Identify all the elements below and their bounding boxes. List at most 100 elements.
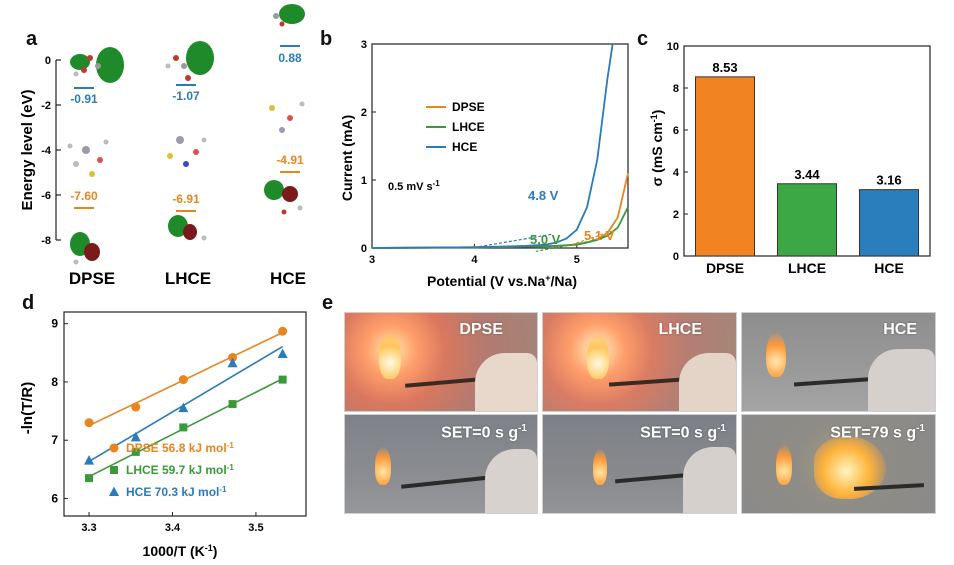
bar-category-lhce: LHCE (788, 260, 826, 276)
point-dpse (278, 326, 288, 336)
molecule-hce-lumo (273, 4, 305, 27)
legend-label-hce: HCE (452, 140, 477, 154)
panel-d-legend: DPSE 56.8 kJ mol-1 LHCE 59.7 kJ mol-1 HCE … (109, 441, 234, 500)
onset-label-dpse: 5.1 V (584, 228, 615, 243)
molecule-lhce-lumo (165, 41, 214, 81)
bar-hce (858, 189, 920, 257)
homo-label-hce: -4.91 (276, 153, 304, 167)
onset-guide-dpse (571, 230, 613, 246)
homo-label-lhce: -6.91 (172, 192, 200, 206)
panel-a-tick-label: 0 (45, 55, 51, 67)
point-hce (277, 348, 288, 358)
panel-b-xtick-label: 3 (369, 254, 375, 266)
molecule-lhce-mid (167, 136, 207, 167)
photo-label-hce-set: SET=79 s g-1 (830, 423, 925, 442)
molecule-dpse-homo (70, 232, 100, 265)
legend-label-dpse: DPSE (452, 100, 485, 114)
photo-label-lhce-set: SET=0 s g-1 (640, 423, 726, 442)
legend-marker-hce (109, 486, 119, 496)
molecule-dpse-lumo (70, 47, 124, 83)
photo-lhce-ignition: LHCE (542, 312, 737, 412)
panel-a-tick-label: -2 (41, 100, 51, 112)
panel-c-ytick-label: 2 (673, 209, 679, 221)
panel-d-ytick-label: 9 (51, 317, 58, 331)
panel-c-ylabel: σ (mS cm-1) (649, 110, 665, 187)
flame-icon (587, 335, 609, 379)
photo-hce-ignition: HCE (741, 312, 936, 412)
bar-category-dpse: DPSE (706, 260, 744, 276)
point-dpse (84, 418, 94, 428)
point-dpse (178, 375, 188, 385)
panel-d-xlabel: 1000/T (K-1) (143, 543, 218, 559)
panel-a-tick-label: -8 (41, 235, 51, 247)
photo-label-dpse-set: SET=0 s g-1 (441, 423, 527, 442)
bar-value-lhce: 3.44 (794, 167, 820, 182)
point-lhce (228, 400, 237, 409)
bar-value-dpse: 8.53 (712, 60, 737, 75)
hand-icon (485, 449, 537, 513)
homo-label-dpse: -7.60 (70, 189, 98, 203)
onset-label-lhce: 5.0 V (530, 232, 561, 247)
panel-b-ytick-label: 1 (361, 175, 367, 187)
lumo-label-hce: 0.88 (278, 51, 302, 65)
point-hce (227, 357, 238, 368)
panel-b-legend: DPSE LHCE HCE (426, 100, 485, 154)
molecule-lhce-homo (168, 215, 207, 241)
panel-d-xtick-label: 3.4 (165, 522, 181, 534)
panel-b-ytick-label: 0 (361, 243, 367, 255)
panel-c-ytick-label: 8 (673, 83, 679, 95)
flame-icon (379, 333, 401, 379)
panel-d-ytick-label: 8 (51, 375, 58, 389)
point-lhce (131, 447, 140, 456)
panel-a-tick-label: -6 (41, 190, 51, 202)
photo-label-lhce: LHCE (658, 321, 702, 338)
panel-a-tick-label: -4 (41, 145, 52, 157)
panel-d-xtick-label: 3.5 (248, 522, 263, 534)
flame-icon (776, 445, 792, 485)
lumo-label-lhce: -1.07 (172, 89, 200, 103)
panel-d-xtick-label: 3.3 (81, 522, 96, 534)
hand-icon (679, 353, 736, 411)
photo-dpse-ignition: DPSE (344, 312, 538, 412)
molecule-hce-mid (269, 101, 305, 133)
point-dpse (131, 402, 141, 412)
legend-marker-dpse (109, 443, 119, 453)
photo-hce-set: SET=79 s g-1 (741, 414, 936, 514)
panel-c-ytick-label: 10 (667, 41, 679, 53)
panel-b-ytick-label: 2 (361, 107, 367, 119)
point-dpse (228, 352, 238, 362)
panel-b-xtick-label: 4 (471, 254, 478, 266)
panel-c-ytick-label: 0 (673, 251, 679, 263)
onset-guide-lhce (535, 239, 598, 252)
flame-icon (375, 447, 391, 485)
photo-label-hce: HCE (883, 321, 917, 338)
panel-letter-a: a (26, 28, 38, 50)
electrolyte-name-lhce: LHCE (165, 269, 211, 288)
point-lhce (278, 375, 287, 384)
panel-d-ytick-label: 7 (51, 433, 58, 447)
electrolyte-name-hce: HCE (270, 269, 306, 288)
photo-dpse-set: SET=0 s g-1 (344, 414, 538, 514)
panel-letter-e: e (322, 292, 334, 314)
molecule-dpse-mid (67, 139, 109, 177)
panel-b-lsv-chart: 0 1 2 3 3 4 5 Current (mA) Potential (V vs.Na+… (339, 39, 629, 289)
legend-label-lhce: LHCE (452, 120, 485, 134)
panel-b-scan-rate: 0.5 mV s-1 (388, 179, 440, 194)
legend-label-lhce: LHCE 59.7 kJ mol-1 (126, 463, 234, 478)
hand-icon (868, 349, 935, 411)
point-lhce (85, 474, 94, 483)
panel-d-frame (63, 311, 307, 517)
lumo-label-dpse: -0.91 (70, 92, 98, 106)
panel-b-frame (371, 43, 629, 249)
panel-b-xtick-label: 5 (574, 254, 580, 266)
point-hce (178, 402, 189, 413)
panel-b-ytick-label: 3 (361, 39, 367, 51)
bar-category-hce: HCE (874, 260, 904, 276)
panel-letter-d: d (22, 292, 35, 314)
legend-label-hce: HCE 70.3 kJ mol-1 (126, 485, 227, 500)
panel-c-conductivity-chart: 0 2 4 6 8 10 8.53 DPSE 3.44 LHCE 3.16 HCE σ (mS cm-… (649, 41, 931, 276)
molecule-hce-homo (264, 180, 303, 215)
panel-b-xlabel: Potential (V vs.Na+/Na) (427, 273, 577, 289)
panel-c-ytick-label: 4 (673, 167, 680, 179)
panel-letter-c: c (637, 28, 649, 50)
